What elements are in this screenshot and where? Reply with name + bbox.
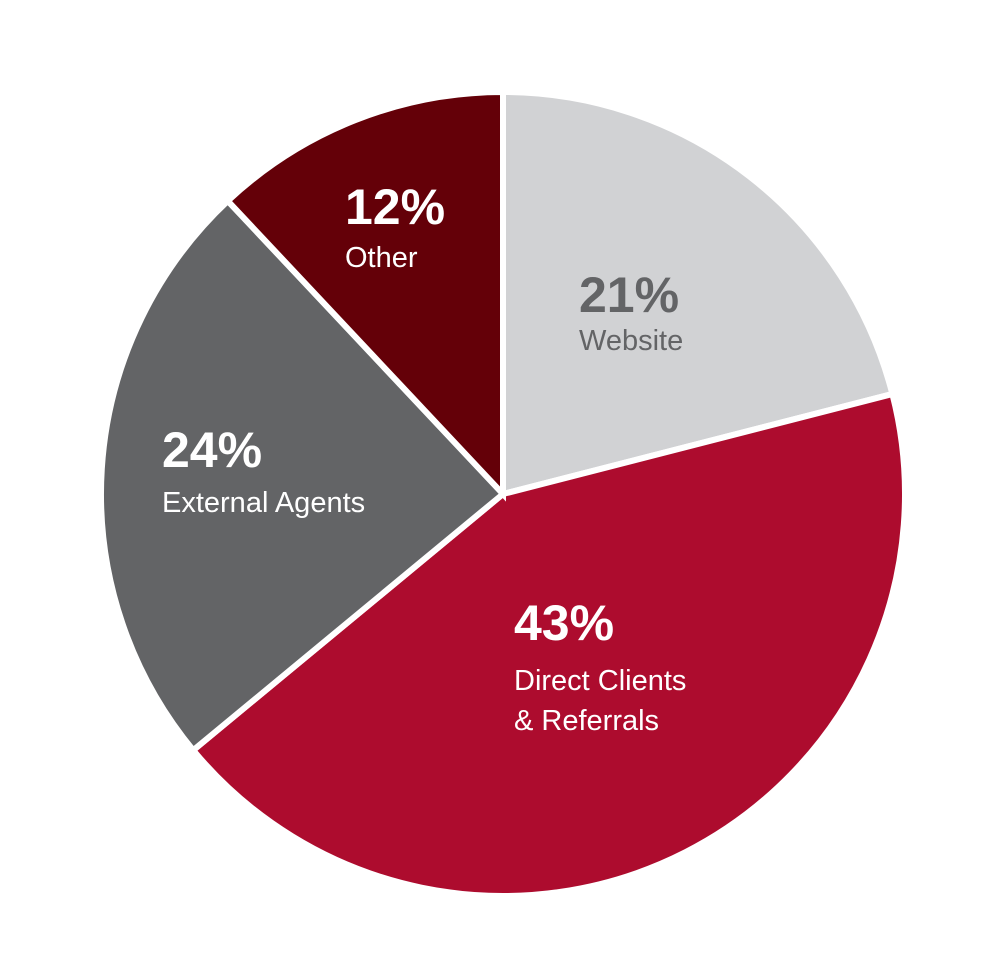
slice-category-label: Other <box>345 242 418 274</box>
slice-percent-label: 21% <box>579 267 679 323</box>
pie-slice-0 <box>500 88 897 498</box>
slice-category-label: Website <box>579 325 683 357</box>
slice-percent-label: 24% <box>162 422 262 478</box>
pie-slices <box>97 88 908 899</box>
slice-percent-label: 12% <box>345 179 445 235</box>
slice-category-label: External Agents <box>162 487 365 519</box>
slice-category-label: & Referrals <box>514 705 659 737</box>
slice-percent-label: 43% <box>514 595 614 651</box>
pie-slice-1 <box>189 390 908 899</box>
slice-category-label: Direct Clients <box>514 665 686 697</box>
pie-slice-2 <box>97 196 508 755</box>
pie-labels: 21%Website 43% Direct Clients & Referrals 24… <box>162 179 686 737</box>
pie-slice-3 <box>223 88 506 502</box>
